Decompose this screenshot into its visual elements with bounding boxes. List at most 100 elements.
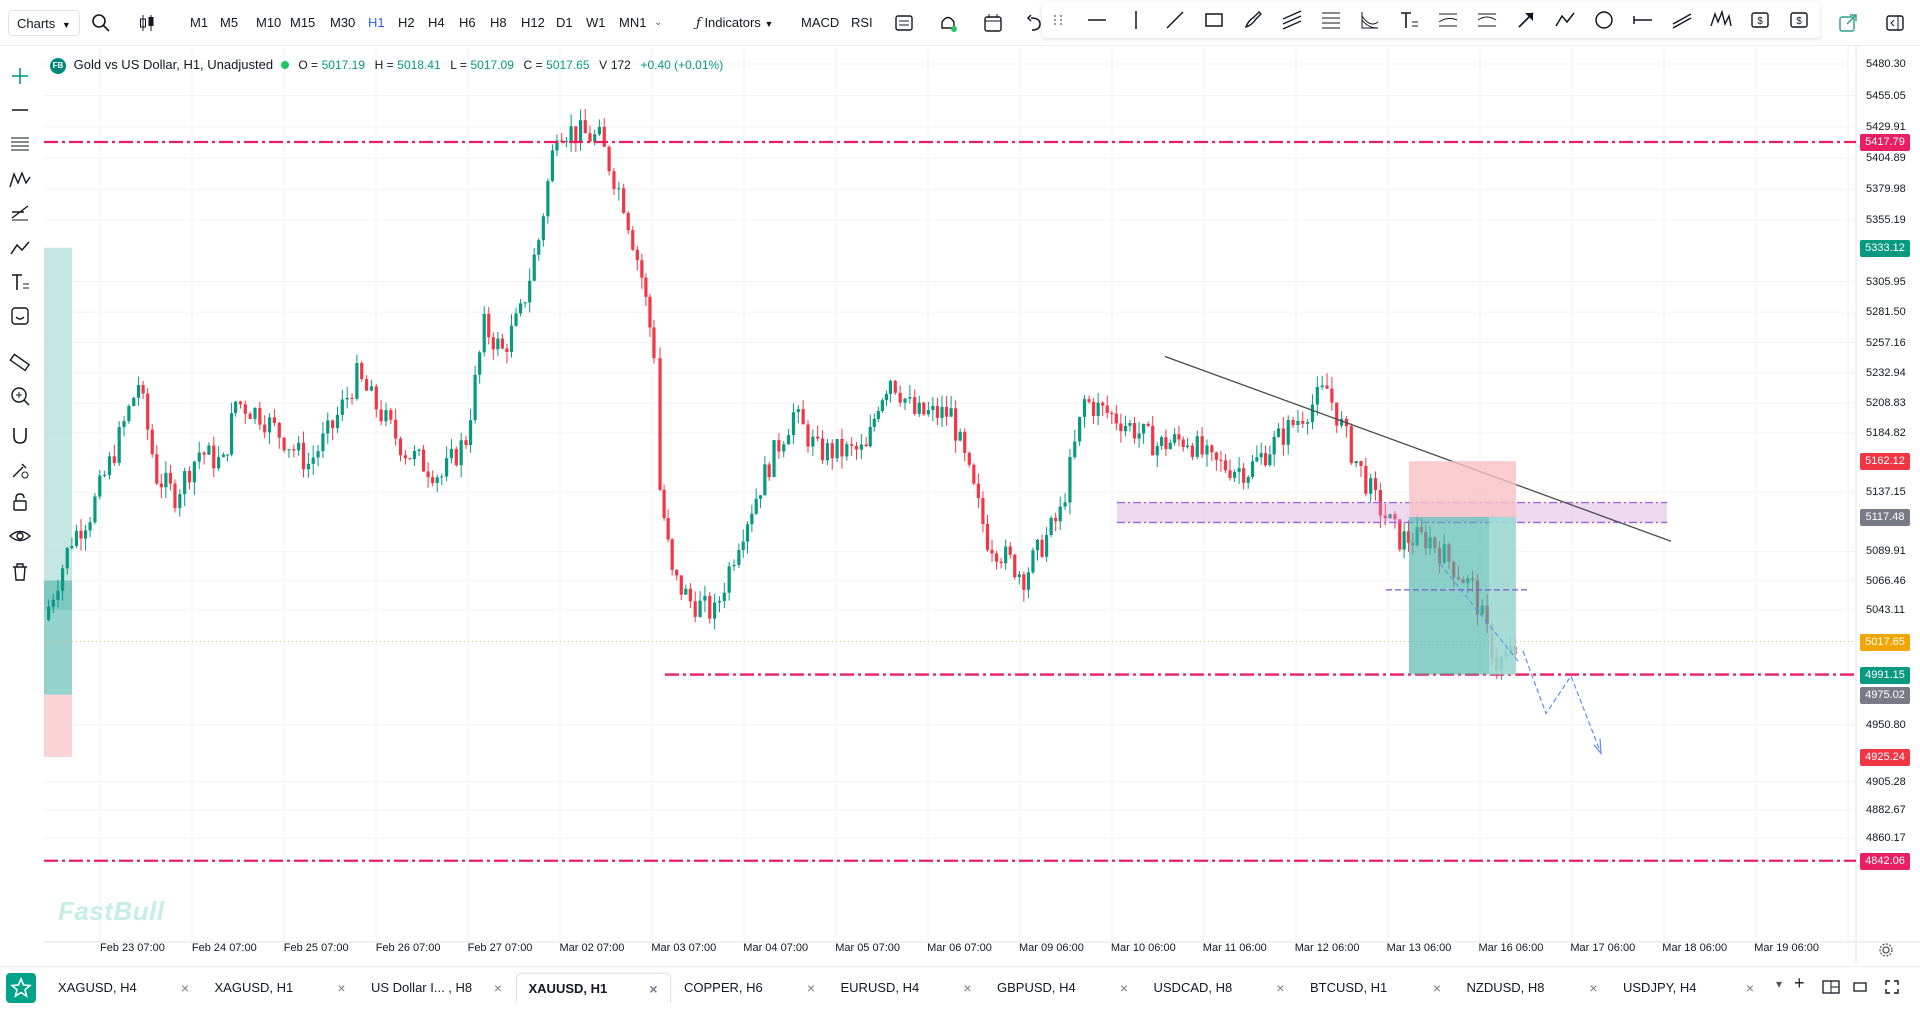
timeframe-m30[interactable]: M30: [330, 15, 356, 30]
fullscreen-icon[interactable]: [1884, 979, 1900, 995]
timeframe-h12[interactable]: H12: [521, 15, 545, 30]
crosshair-icon[interactable]: [8, 64, 32, 88]
close-icon[interactable]: ×: [337, 980, 346, 996]
trash-icon[interactable]: [8, 560, 32, 584]
timeframe-h1[interactable]: H1: [368, 15, 385, 30]
symbol-tab[interactable]: EURUSD, H4 ×: [829, 973, 984, 1003]
long-position-stop-zone[interactable]: [44, 694, 72, 757]
price-tag[interactable]: 5117.48: [1860, 508, 1910, 526]
path-icon[interactable]: [1553, 8, 1577, 32]
price-tag[interactable]: 5017.65: [1860, 633, 1910, 651]
chevron-down-icon[interactable]: ⌄: [654, 17, 663, 28]
circle-icon[interactable]: [1592, 8, 1616, 32]
symbol-tab[interactable]: GBPUSD, H4 ×: [985, 973, 1140, 1003]
timeframe-m10[interactable]: M10: [256, 15, 282, 30]
symbol-tab[interactable]: COPPER, H6 ×: [672, 973, 827, 1003]
rectangle-icon[interactable]: [1202, 8, 1226, 32]
charts-menu-button[interactable]: Charts ▼: [8, 10, 80, 36]
timeframe-w1[interactable]: W1: [586, 15, 606, 30]
undo-icon[interactable]: [1024, 12, 1046, 34]
candle-type-icon[interactable]: [136, 12, 158, 34]
long-position-icon[interactable]: $: [1748, 8, 1772, 32]
settings-gear-icon[interactable]: [1878, 942, 1894, 958]
timeframe-h6[interactable]: H6: [459, 15, 476, 30]
fib-icon[interactable]: [8, 132, 32, 156]
add-tab-icon[interactable]: +: [1794, 973, 1805, 993]
price-chart[interactable]: [0, 46, 1920, 964]
zoom-icon[interactable]: [8, 384, 32, 408]
trend-line-icon[interactable]: [1163, 8, 1187, 32]
elliott-wave-icon[interactable]: [1709, 8, 1733, 32]
timeframe-h2[interactable]: H2: [398, 15, 415, 30]
short-position-icon[interactable]: $: [1787, 8, 1811, 32]
timeframe-m1[interactable]: M1: [190, 15, 209, 30]
calendar-icon[interactable]: [982, 12, 1004, 34]
pattern-icon[interactable]: [8, 168, 32, 192]
text-icon[interactable]: [8, 270, 32, 294]
tabs-overflow-icon[interactable]: ▾: [1776, 977, 1783, 991]
close-icon[interactable]: ×: [1119, 980, 1128, 996]
fib-retracement-icon[interactable]: [1319, 8, 1343, 32]
price-tag[interactable]: 4991.15: [1860, 666, 1910, 684]
trend-icon[interactable]: [8, 236, 32, 260]
close-icon[interactable]: ×: [1745, 980, 1754, 996]
horizontal-line-icon[interactable]: [8, 98, 32, 122]
close-icon[interactable]: ×: [963, 980, 972, 996]
price-tag[interactable]: 5417.79: [1860, 134, 1910, 152]
alert-icon[interactable]: [937, 12, 959, 34]
close-icon[interactable]: ×: [649, 981, 658, 997]
ray-icon[interactable]: [1631, 8, 1655, 32]
symbol-title[interactable]: Gold vs US Dollar, H1, Unadjusted: [73, 57, 274, 72]
pitchfork-icon[interactable]: [1436, 8, 1460, 32]
share-icon[interactable]: [1837, 12, 1859, 34]
timeframe-m15[interactable]: M15: [290, 15, 316, 30]
descending-trendline[interactable]: [1164, 355, 1672, 542]
layout-icon[interactable]: [1822, 979, 1840, 995]
template-icon[interactable]: [893, 12, 915, 34]
symbol-tab[interactable]: BTCUSD, H1 ×: [1298, 973, 1453, 1003]
price-tag[interactable]: 4842.06: [1860, 852, 1910, 870]
window-icon[interactable]: [1852, 979, 1868, 995]
favorites-button[interactable]: [6, 973, 36, 1003]
symbol-tab[interactable]: XAGUSD, H4 ×: [46, 973, 201, 1003]
price-tag[interactable]: 5162.12: [1860, 453, 1910, 471]
collapse-panel-icon[interactable]: [1884, 12, 1906, 34]
horizontal-line-icon[interactable]: [1085, 8, 1109, 32]
fib-fan-icon[interactable]: [1358, 8, 1382, 32]
price-tag[interactable]: 4925.24: [1860, 748, 1910, 766]
cross-line-icon[interactable]: [1670, 8, 1694, 32]
parallel-channel-icon[interactable]: [1280, 8, 1304, 32]
eye-icon[interactable]: [8, 524, 32, 548]
timeframe-h4[interactable]: H4: [428, 15, 445, 30]
close-icon[interactable]: ×: [1276, 980, 1285, 996]
timeframe-mn1[interactable]: MN1: [619, 15, 647, 30]
timeframe-h8[interactable]: H8: [490, 15, 507, 30]
symbol-tab[interactable]: XAGUSD, H1 ×: [203, 973, 358, 1003]
symbol-tab[interactable]: USDCAD, H8 ×: [1142, 973, 1297, 1003]
close-icon[interactable]: ×: [180, 980, 189, 996]
symbol-tab[interactable]: NZDUSD, H8 ×: [1455, 973, 1610, 1003]
emoji-icon[interactable]: [8, 304, 32, 328]
timeframe-m5[interactable]: M5: [220, 15, 239, 30]
text-tool-icon[interactable]: [1397, 8, 1421, 32]
symbol-tab[interactable]: US Dollar I... , H8 ×: [359, 973, 514, 1003]
macd-button[interactable]: MACD: [801, 15, 840, 30]
ruler-icon[interactable]: [8, 350, 32, 374]
short-position-stop-zone[interactable]: [1409, 461, 1516, 517]
vertical-line-icon[interactable]: [1124, 8, 1148, 32]
projected-path[interactable]: [1522, 650, 1601, 752]
close-icon[interactable]: ×: [493, 980, 502, 996]
arrow-icon[interactable]: [1514, 8, 1538, 32]
lock-icon[interactable]: [8, 490, 32, 514]
magnet-icon[interactable]: [8, 424, 32, 448]
supply-zone[interactable]: [1117, 502, 1667, 523]
drag-handle-icon[interactable]: [1046, 8, 1070, 32]
search-icon[interactable]: [90, 12, 112, 34]
brush-icon[interactable]: [1241, 8, 1265, 32]
close-icon[interactable]: ×: [1589, 980, 1598, 996]
price-tag[interactable]: 4975.02: [1860, 686, 1910, 704]
rsi-button[interactable]: RSI: [851, 15, 873, 30]
indicators-button[interactable]: ƒ Indicators ▼: [696, 10, 773, 36]
symbol-tab[interactable]: XAUUSD, H1 ×: [515, 973, 671, 1003]
timeframe-d1[interactable]: D1: [556, 15, 573, 30]
